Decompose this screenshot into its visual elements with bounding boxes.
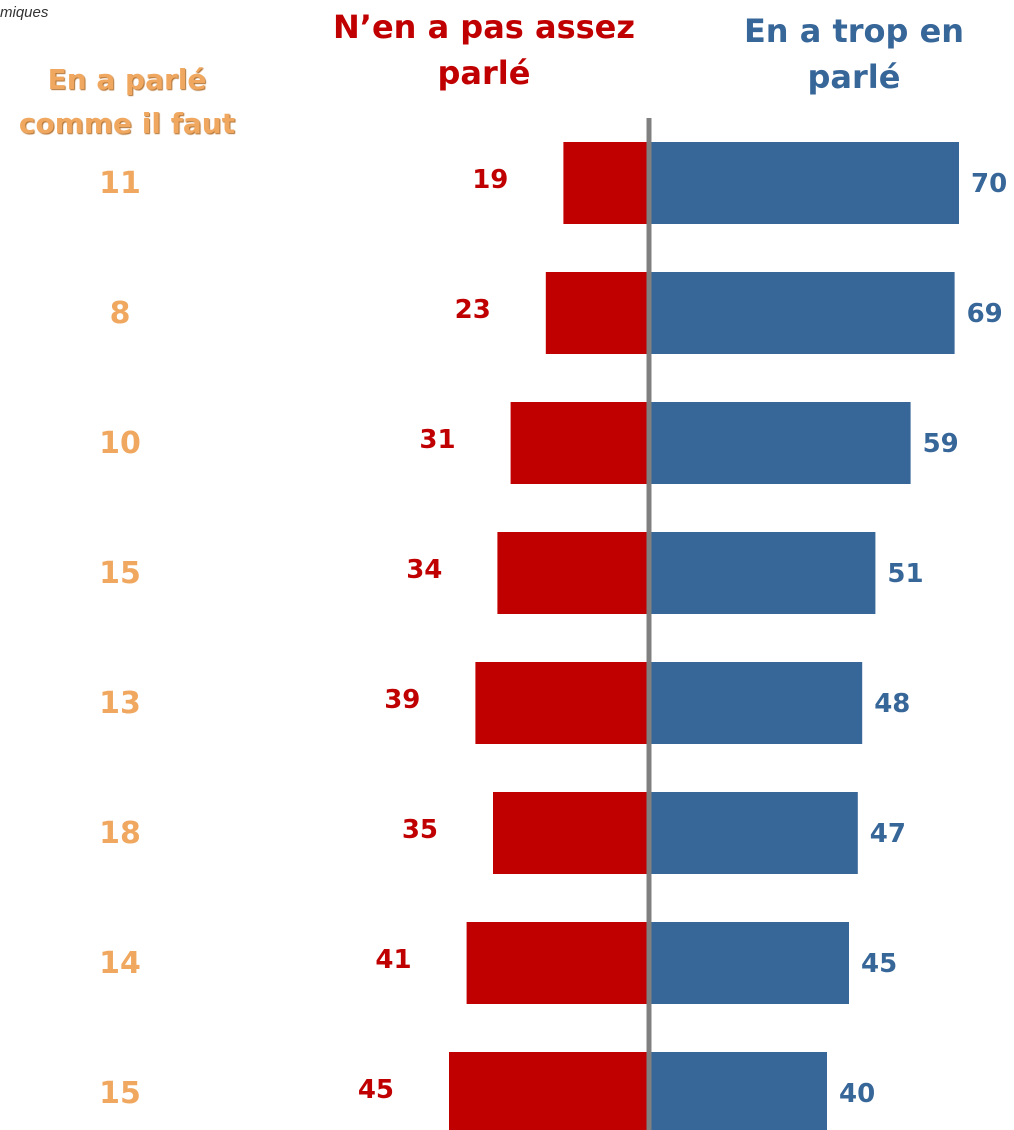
header-just-right-line1: En a parlé [47,63,207,96]
bar-too-much [651,922,849,1004]
value-label-just-right: 15 [99,556,141,591]
value-label-just-right: 15 [99,1076,141,1111]
bar-not-enough [510,402,647,484]
value-label-just-right: 13 [99,686,141,721]
header-not-enough-line2: parlé [437,54,531,92]
bar-too-much [651,532,876,614]
bar-not-enough [475,662,647,744]
value-label-just-right: 8 [110,296,131,331]
value-label-too-much: 48 [874,689,910,719]
value-label-too-much: 40 [839,1079,875,1109]
partial-note-text: miques [0,4,49,21]
value-label-not-enough: 34 [406,555,442,585]
bar-not-enough [497,532,647,614]
header-too-much-line2: parlé [807,58,901,96]
bar-too-much [651,402,911,484]
header-just-right-line2: comme il faut [18,107,236,140]
bar-not-enough [563,142,647,224]
bar-not-enough [493,792,647,874]
value-label-too-much: 69 [967,299,1003,329]
value-label-too-much: 45 [861,949,897,979]
value-label-just-right: 11 [99,166,141,201]
header-too-much-line1: En a trop en [743,12,965,50]
header-not-enough: N’en a pas assez parlé [318,4,650,96]
value-label-not-enough: 35 [402,815,438,845]
value-label-just-right: 18 [99,816,141,851]
value-label-not-enough: 39 [384,685,420,715]
value-label-just-right: 14 [99,946,141,981]
bar-not-enough [466,922,647,1004]
value-label-not-enough: 45 [358,1075,394,1105]
header-not-enough-line1: N’en a pas assez [333,8,635,46]
value-label-just-right: 10 [99,426,141,461]
value-label-too-much: 70 [971,169,1007,199]
value-label-too-much: 51 [887,559,923,589]
value-label-not-enough: 41 [375,945,411,975]
bar-not-enough [449,1052,647,1130]
header-too-much: En a trop en parlé [728,8,980,100]
value-label-not-enough: 31 [419,425,455,455]
value-label-not-enough: 23 [455,295,491,325]
value-label-too-much: 59 [923,429,959,459]
bar-too-much [651,1052,827,1130]
header-just-right: En a parlé comme il faut [8,58,246,146]
value-label-too-much: 47 [870,819,906,849]
bar-not-enough [545,272,647,354]
bar-too-much [651,662,863,744]
bar-too-much [651,272,955,354]
bar-too-much [651,792,858,874]
bar-too-much [651,142,959,224]
value-label-not-enough: 19 [472,165,508,195]
